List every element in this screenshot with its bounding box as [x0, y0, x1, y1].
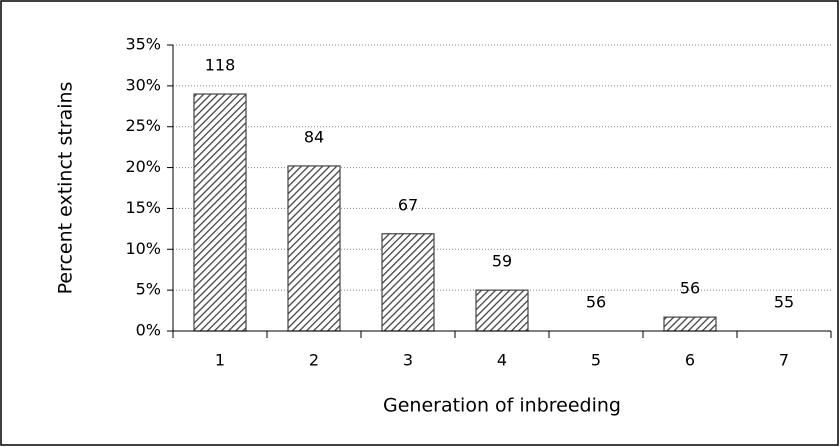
annotation: 56	[680, 279, 700, 298]
y-tick-label: 20%	[125, 157, 161, 176]
annotation: 67	[398, 195, 418, 214]
y-tick-label: 0%	[136, 321, 161, 340]
y-tick-label: 15%	[125, 198, 161, 217]
x-tick-label: 1	[215, 351, 225, 370]
y-tick-label: 35%	[125, 35, 161, 54]
y-tick-label: 5%	[136, 280, 161, 299]
y-axis-title: Percent extinct strains	[55, 82, 77, 295]
y-tick-label: 25%	[125, 116, 161, 135]
x-tick-label: 2	[309, 351, 319, 370]
y-tick-label: 30%	[125, 75, 161, 94]
x-axis-title: Generation of inbreeding	[383, 395, 621, 417]
x-tick-label: 7	[779, 351, 789, 370]
bar	[287, 165, 341, 332]
bar	[475, 289, 529, 332]
annotation: 84	[304, 127, 324, 146]
y-tick-label: 10%	[125, 239, 161, 258]
x-tick-label: 4	[497, 351, 507, 370]
x-tick-label: 6	[685, 351, 695, 370]
bar	[381, 233, 435, 332]
annotation: 55	[774, 293, 794, 312]
bar	[193, 93, 247, 332]
x-tick-label: 3	[403, 351, 413, 370]
bar	[663, 316, 717, 332]
annotation: 56	[586, 293, 606, 312]
annotation: 118	[205, 56, 236, 75]
x-tick-label: 5	[591, 351, 601, 370]
annotation: 59	[492, 252, 512, 271]
